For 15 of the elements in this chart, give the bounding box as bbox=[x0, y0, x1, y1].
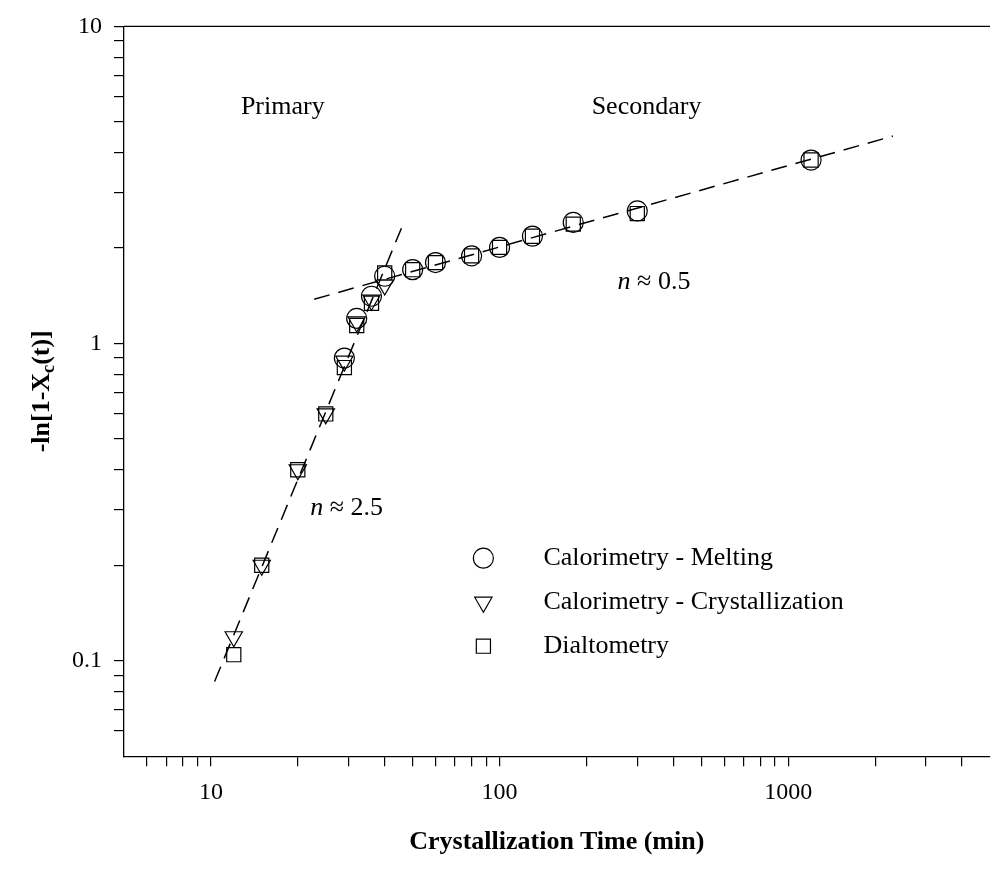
annotation: n ≈ 2.5 bbox=[310, 491, 383, 521]
x-tick-label: 1000 bbox=[764, 777, 813, 804]
annotation: n ≈ 0.5 bbox=[617, 265, 691, 295]
legend-label: Calorimetry - Crystallization bbox=[543, 586, 844, 616]
x-tick-label: 100 bbox=[481, 777, 518, 804]
legend-label: Calorimetry - Melting bbox=[543, 542, 774, 572]
y-tick-label: 10 bbox=[78, 11, 102, 38]
annotation: Primary bbox=[240, 90, 325, 120]
y-tick-label: 0.1 bbox=[72, 646, 102, 673]
x-axis-title: Crystallization Time (min) bbox=[409, 825, 705, 855]
legend-label: Dialtometry bbox=[543, 630, 670, 660]
y-tick-label: 1 bbox=[90, 328, 102, 355]
annotation: Secondary bbox=[591, 90, 702, 120]
y-axis-title: -ln[1-Xc(t)] bbox=[25, 330, 59, 453]
x-tick-label: 10 bbox=[198, 777, 223, 804]
